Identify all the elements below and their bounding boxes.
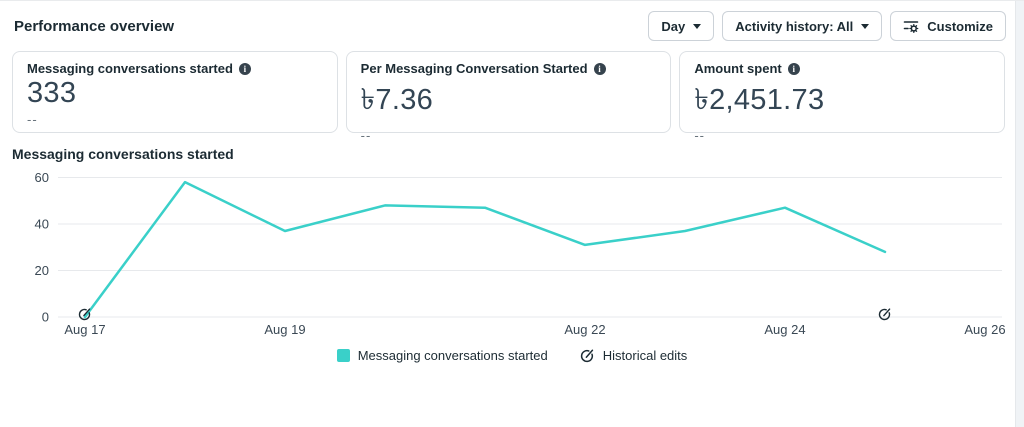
svg-text:60: 60 [35,170,49,185]
day-dropdown-button[interactable]: Day [648,11,715,41]
svg-text:Aug 22: Aug 22 [564,322,605,337]
svg-text:Aug 19: Aug 19 [264,322,305,337]
legend-label: Messaging conversations started [357,348,548,363]
line-chart: 0 20 40 60 Aug 17 Aug 19 Aug 22 Aug 24 Aug 26 [35,170,1006,337]
chart-legend: Messaging conversations started Historic… [0,348,1024,363]
svg-text:Aug 24: Aug 24 [764,322,805,337]
metric-secondary-value: -- [27,112,38,127]
metric-value: ৳7.36 [360,84,434,116]
metric-value: ৳2,451.73 [694,84,825,116]
metric-label-text: Messaging conversations started [27,61,233,76]
day-dropdown-label: Day [661,18,686,34]
metric-cards-row: Messaging conversations started i 333 --… [0,45,1024,143]
metric-card-amount-spent: Amount spent i ৳2,451.73 -- [679,51,1006,143]
page-background-strip [1015,1,1024,427]
metric-label: Messaging conversations started i [27,61,323,76]
svg-text:Aug 17: Aug 17 [64,322,105,337]
metric-card-cost-per-conversation: Per Messaging Conversation Started i ৳7.… [345,51,672,143]
customize-button[interactable]: Customize [890,11,1006,41]
chevron-down-icon [861,23,870,29]
svg-text:20: 20 [35,263,49,278]
activity-history-label: Activity history: All [735,18,854,34]
activity-history-dropdown-button[interactable]: Activity history: All [722,11,883,41]
customize-label: Customize [927,18,993,34]
svg-text:Aug 26: Aug 26 [964,322,1005,337]
metric-label: Per Messaging Conversation Started i [361,61,657,76]
metric-secondary-value: -- [360,128,372,143]
legend-label: Historical edits [602,348,688,363]
metric-secondary-value: -- [694,128,706,143]
metric-label-text: Amount spent [694,61,782,76]
settings-sliders-gear-icon [903,18,919,34]
chevron-down-icon [693,23,702,29]
metric-label: Amount spent i [694,61,990,76]
performance-overview-header: Performance overview Day Activity histor… [0,1,1024,45]
info-icon[interactable]: i [787,62,800,75]
metric-card-conversations: Messaging conversations started i 333 -- [12,51,338,133]
info-icon[interactable]: i [238,62,251,75]
header-controls: Day Activity history: All [648,11,1006,41]
historical-edit-icon [580,348,595,363]
series-swatch [336,349,350,362]
svg-text:0: 0 [42,310,49,325]
page-title: Performance overview [14,17,175,35]
info-icon[interactable]: i [593,62,606,75]
metric-label-text: Per Messaging Conversation Started [360,61,588,76]
legend-item-historical-edits: Historical edits [580,348,688,363]
metric-value: 333 [27,77,77,109]
legend-item-conversations: Messaging conversations started [336,348,548,363]
svg-text:40: 40 [35,217,49,232]
chart-title: Messaging conversations started [12,146,234,162]
